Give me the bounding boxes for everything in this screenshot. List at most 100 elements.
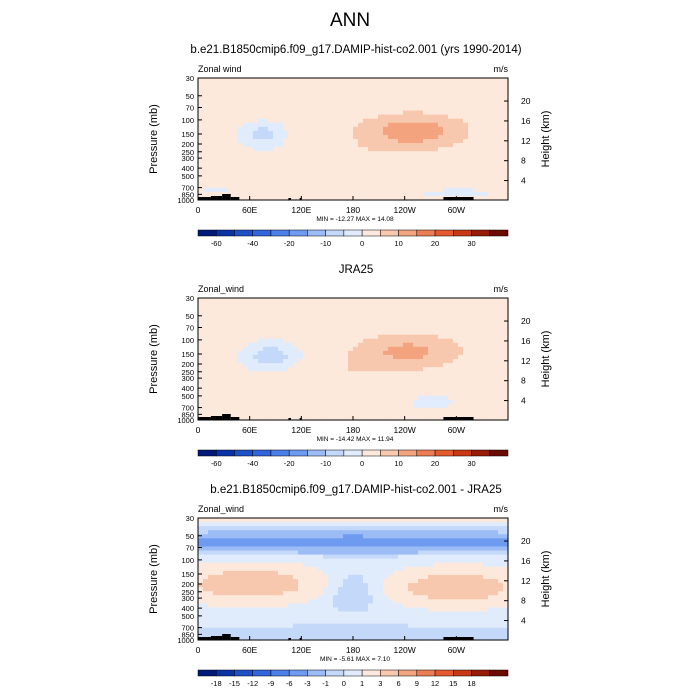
field-cell (238, 322, 244, 328)
field-cell (228, 167, 234, 173)
field-cell (363, 159, 369, 164)
field-cell (268, 179, 274, 185)
field-cell (363, 330, 369, 336)
field-cell (208, 383, 214, 389)
field-cell (348, 342, 354, 348)
field-cell (458, 403, 464, 409)
field-cell (318, 615, 324, 621)
field-cell (218, 183, 224, 189)
field-cell (273, 635, 279, 641)
field-cell (488, 395, 494, 401)
field-cell (303, 114, 309, 120)
field-cell (373, 139, 379, 144)
field-cell (198, 603, 204, 609)
field-cell (223, 102, 229, 108)
colorbar-swatch (434, 229, 454, 237)
field-cell (243, 354, 249, 360)
field-cell (298, 550, 304, 556)
field-cell (273, 415, 279, 421)
field-cell (343, 611, 349, 617)
field-cell (388, 106, 394, 112)
field-cell (208, 599, 214, 604)
field-cell (318, 106, 324, 112)
field-cell (288, 350, 294, 356)
field-cell (263, 595, 269, 600)
field-cell (328, 130, 334, 136)
field-cell (358, 371, 364, 376)
field-cell (303, 538, 309, 543)
field-cell (383, 151, 389, 156)
field-cell (253, 363, 259, 368)
field-cell (358, 526, 364, 531)
field-cell (358, 163, 364, 169)
field-cell (468, 379, 474, 384)
field-cell (358, 155, 364, 160)
field-cell (303, 526, 309, 531)
field-cell (478, 318, 484, 323)
field-cell (198, 546, 204, 552)
field-cell (423, 371, 429, 376)
field-cell (383, 175, 389, 181)
field-cell (303, 595, 309, 600)
field-cell (443, 387, 449, 393)
field-cell (358, 298, 364, 303)
field-cell (388, 175, 394, 181)
field-cell (318, 155, 324, 160)
field-cell (278, 147, 284, 152)
field-cell (388, 118, 394, 124)
field-cell (378, 82, 384, 87)
field-cell (248, 147, 254, 152)
field-cell (338, 195, 344, 201)
field-cell (493, 322, 499, 328)
field-cell (473, 195, 479, 201)
field-cell (273, 159, 279, 164)
field-cell (253, 591, 259, 596)
field-cell (268, 139, 274, 144)
field-cell (448, 118, 454, 124)
field-cell (423, 94, 429, 99)
field-cell (458, 187, 464, 193)
field-cell (393, 383, 399, 389)
field-cell (233, 175, 239, 181)
field-cell (213, 122, 219, 128)
field-cell (238, 522, 244, 527)
field-cell (493, 175, 499, 181)
field-cell (348, 130, 354, 136)
field-cell (248, 542, 254, 548)
field-cell (218, 122, 224, 128)
field-cell (368, 171, 374, 177)
field-cell (333, 342, 339, 348)
field-cell (293, 579, 299, 584)
field-cell (228, 546, 234, 552)
field-cell (373, 110, 379, 116)
field-cell (413, 110, 419, 116)
field-cell (293, 302, 299, 307)
field-cell (338, 379, 344, 384)
field-cell (323, 94, 329, 99)
field-cell (333, 583, 339, 588)
field-cell (268, 415, 274, 421)
field-cell (323, 518, 329, 523)
field-cell (268, 326, 274, 332)
field-cell (473, 363, 479, 368)
field-cell (333, 518, 339, 523)
field-cell (283, 562, 289, 568)
right-tick-label: 12 (521, 356, 531, 366)
field-cell (313, 183, 319, 189)
field-cell (368, 359, 374, 364)
field-cell (243, 534, 249, 539)
field-cell (223, 143, 229, 148)
field-cell (348, 522, 354, 527)
field-cell (338, 114, 344, 120)
field-cell (353, 334, 359, 340)
field-cell (318, 538, 324, 543)
field-cell (243, 407, 249, 413)
field-cell (223, 175, 229, 181)
field-cell (498, 411, 504, 417)
field-cell (408, 326, 414, 332)
field-cell (258, 86, 264, 91)
field-cell (323, 354, 329, 360)
field-cell (268, 175, 274, 181)
field-cell (478, 187, 484, 193)
field-cell (493, 415, 499, 421)
